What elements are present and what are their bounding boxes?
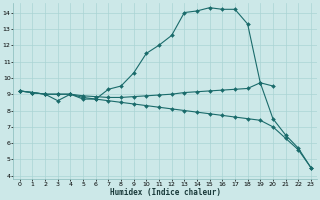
X-axis label: Humidex (Indice chaleur): Humidex (Indice chaleur) [110,188,221,197]
